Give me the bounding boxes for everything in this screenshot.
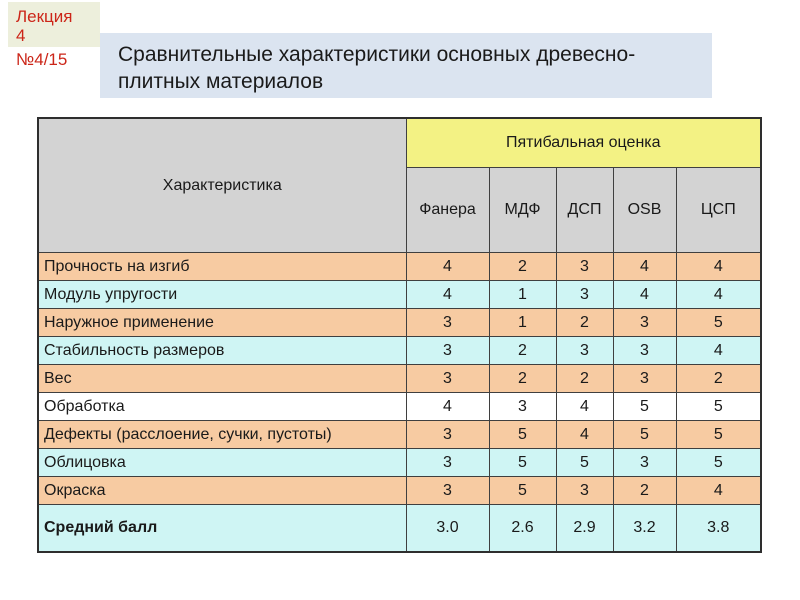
table-row: Вес 3 2 2 3 2	[37, 364, 762, 393]
table-row-total: Средний балл 3.0 2.6 2.9 3.2 3.8	[37, 504, 762, 552]
cell-value: 4	[675, 336, 762, 365]
cell-value: 4	[612, 280, 677, 309]
row-label: Обработка	[37, 392, 407, 421]
cell-value: 4	[675, 252, 762, 281]
slide-badge-background: Лекция 4	[8, 2, 100, 47]
cell-value: 3	[405, 364, 490, 393]
row-label: Модуль упругости	[37, 280, 407, 309]
column-header-material-mdf: МДФ	[488, 167, 557, 253]
badge-line-3: №4/15	[16, 50, 68, 69]
cell-value: 2	[555, 308, 614, 337]
cell-value: 2	[555, 364, 614, 393]
row-label: Средний балл	[37, 504, 407, 552]
column-header-material-osb: OSB	[612, 167, 677, 253]
cell-value: 2	[675, 364, 762, 393]
cell-value: 3	[612, 308, 677, 337]
cell-value: 4	[555, 420, 614, 449]
cell-value: 2	[488, 252, 557, 281]
cell-value: 1	[488, 308, 557, 337]
table-row: Модуль упругости 4 1 3 4 4	[37, 280, 762, 309]
cell-value: 3	[488, 392, 557, 421]
cell-value: 5	[675, 448, 762, 477]
table-row: Дефекты (расслоение, сучки, пустоты) 3 5…	[37, 420, 762, 449]
header-row-group: Характеристика Пятибальная оценка	[37, 117, 762, 253]
cell-value: 4	[405, 280, 490, 309]
cell-value: 4	[405, 392, 490, 421]
badge-line-1: Лекция	[16, 7, 73, 26]
cell-value: 4	[675, 476, 762, 505]
cell-value: 5	[612, 420, 677, 449]
cell-value: 5	[612, 392, 677, 421]
cell-value: 3	[555, 252, 614, 281]
cell-value: 2.6	[488, 504, 557, 552]
cell-value: 4	[555, 392, 614, 421]
column-header-material-dsp: ДСП	[555, 167, 614, 253]
cell-value: 4	[405, 252, 490, 281]
table-row: Облицовка 3 5 5 3 5	[37, 448, 762, 477]
row-label: Вес	[37, 364, 407, 393]
cell-value: 5	[675, 420, 762, 449]
cell-value: 5	[555, 448, 614, 477]
cell-value: 3.2	[612, 504, 677, 552]
cell-value: 2	[488, 364, 557, 393]
cell-value: 3	[555, 280, 614, 309]
header-row-materials: Фанера МДФ ДСП OSB ЦСП	[38, 167, 762, 253]
cell-value: 5	[488, 448, 557, 477]
cell-value: 5	[488, 420, 557, 449]
cell-value: 1	[488, 280, 557, 309]
row-label: Наружное применение	[37, 308, 407, 337]
cell-value: 2	[488, 336, 557, 365]
column-header-material-fanera: Фанера	[405, 167, 490, 253]
cell-value: 2	[612, 476, 677, 505]
slide-title-box: Сравнительные характеристики основных др…	[100, 33, 712, 98]
cell-value: 3	[555, 336, 614, 365]
cell-value: 3	[612, 448, 677, 477]
cell-value: 3	[405, 336, 490, 365]
column-header-rating-group: Пятибальная оценка	[405, 117, 762, 168]
cell-value: 3	[555, 476, 614, 505]
cell-value: 4	[675, 280, 762, 309]
table-row: Окраска 3 5 3 2 4	[37, 476, 762, 505]
table-row: Стабильность размеров 3 2 3 3 4	[37, 336, 762, 365]
cell-value: 3.0	[405, 504, 490, 552]
table-row: Наружное применение 3 1 2 3 5	[37, 308, 762, 337]
row-label: Облицовка	[37, 448, 407, 477]
table-row: Прочность на изгиб 4 2 3 4 4	[37, 252, 762, 281]
cell-value: 5	[675, 392, 762, 421]
comparison-table: Характеристика Пятибальная оценка Фанера…	[37, 117, 763, 553]
cell-value: 2.9	[555, 504, 614, 552]
cell-value: 3	[405, 308, 490, 337]
cell-value: 3	[405, 476, 490, 505]
cell-value: 4	[612, 252, 677, 281]
cell-value: 3.8	[675, 504, 762, 552]
row-label: Стабильность размеров	[37, 336, 407, 365]
cell-value: 5	[488, 476, 557, 505]
table-row: Обработка 4 3 4 5 5	[37, 392, 762, 421]
cell-value: 3	[612, 336, 677, 365]
cell-value: 5	[675, 308, 762, 337]
row-label: Прочность на изгиб	[37, 252, 407, 281]
row-label: Дефекты (расслоение, сучки, пустоты)	[37, 420, 407, 449]
cell-value: 3	[405, 420, 490, 449]
cell-value: 3	[612, 364, 677, 393]
cell-value: 3	[405, 448, 490, 477]
column-header-characteristic: Характеристика	[37, 117, 407, 253]
badge-line-2: 4	[16, 26, 26, 45]
slide-number-badge: Лекция 4 №4/15	[8, 2, 100, 69]
column-header-material-csp: ЦСП	[675, 167, 762, 253]
slide-title: Сравнительные характеристики основных др…	[118, 43, 636, 93]
row-label: Окраска	[37, 476, 407, 505]
